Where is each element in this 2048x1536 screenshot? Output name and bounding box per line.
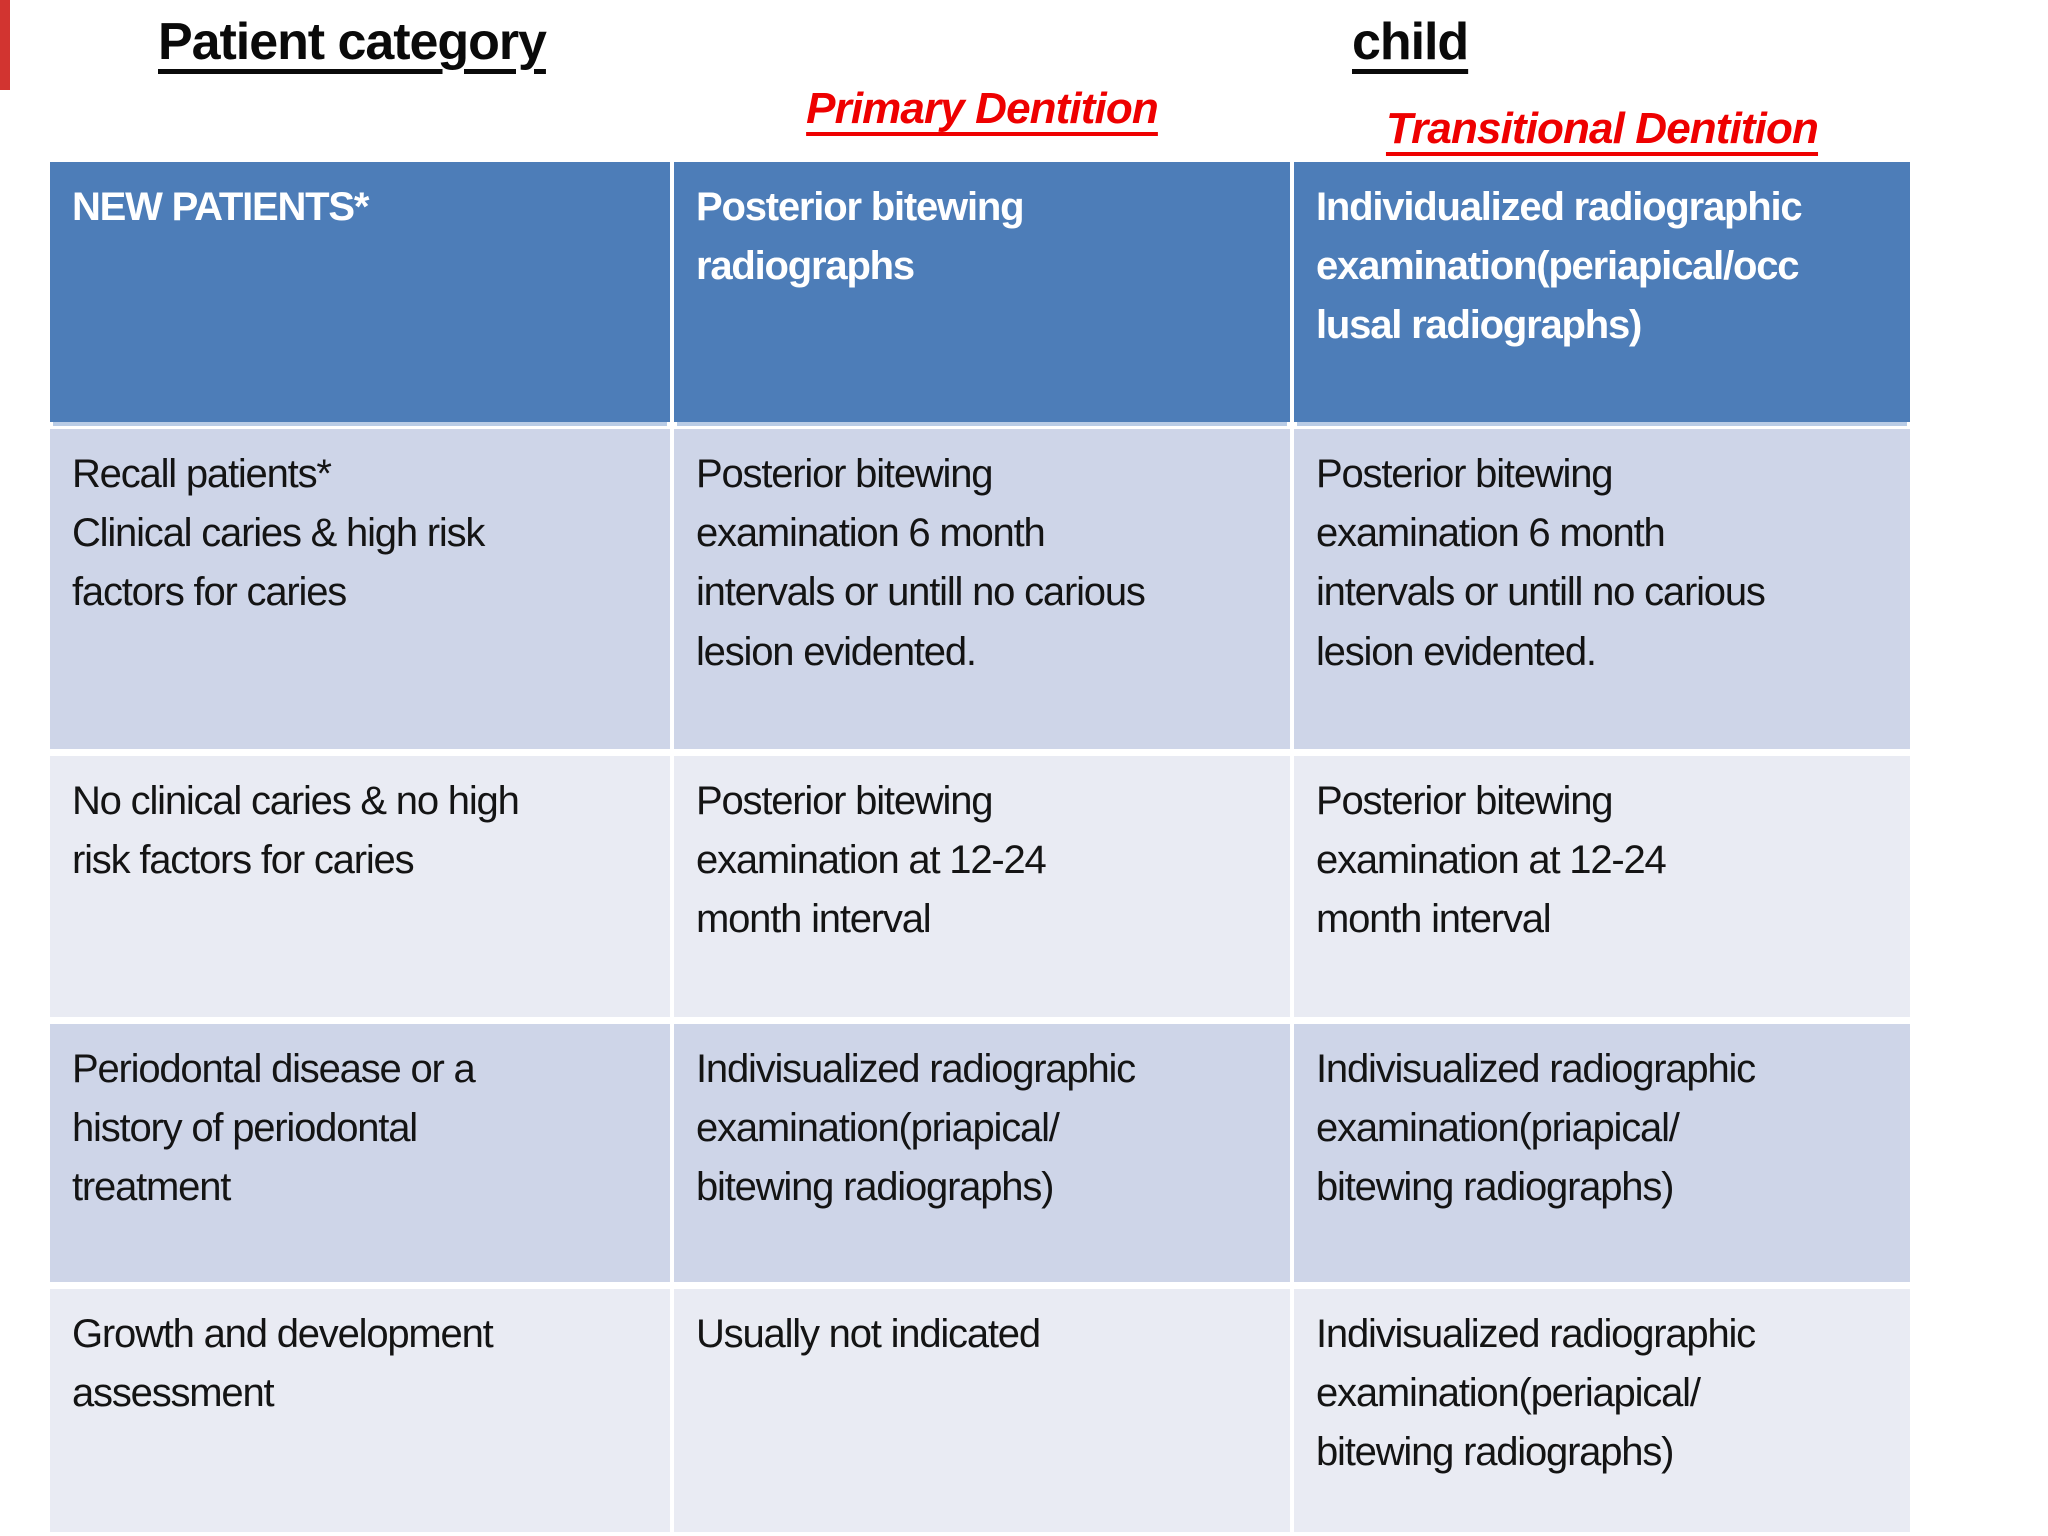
cell-growth-category: Growth and development assessment xyxy=(50,1289,670,1532)
cell-recall-patients-category: Recall patients* Clinical caries & high … xyxy=(50,429,670,749)
header-cell-transitional-dentition: Individualized radiographic examination(… xyxy=(1294,162,1910,422)
subheading-transitional-dentition: Transitional Dentition xyxy=(1385,104,1819,153)
cell-periodontal-primary: Indivisualized radiographic examination(… xyxy=(674,1024,1290,1282)
corner-red-mark xyxy=(0,0,10,90)
cell-no-caries-primary: Posterior bitewing examination at 12-24 … xyxy=(674,756,1290,1017)
cell-growth-transitional: Indivisualized radiographic examination(… xyxy=(1294,1289,1910,1532)
subheading-primary-dentition: Primary Dentition xyxy=(806,84,1159,133)
cell-recall-patients-primary: Posterior bitewing examination 6 month i… xyxy=(674,429,1290,749)
heading-child: child xyxy=(1352,13,1469,71)
cell-periodontal-transitional: Indivisualized radiographic examination(… xyxy=(1294,1024,1910,1282)
heading-patient-category: Patient category xyxy=(158,13,547,71)
radiograph-guideline-table: NEW PATIENTS* Posterior bitewing radiogr… xyxy=(50,162,1910,1532)
header-cell-primary-dentition: Posterior bitewing radiographs xyxy=(674,162,1290,422)
cell-growth-primary: Usually not indicated xyxy=(674,1289,1290,1532)
cell-no-caries-category: No clinical caries & no high risk factor… xyxy=(50,756,670,1017)
cell-periodontal-category: Periodontal disease or a history of peri… xyxy=(50,1024,670,1282)
header-cell-new-patients: NEW PATIENTS* xyxy=(50,162,670,422)
cell-no-caries-transitional: Posterior bitewing examination at 12-24 … xyxy=(1294,756,1910,1017)
cell-recall-patients-transitional: Posterior bitewing examination 6 month i… xyxy=(1294,429,1910,749)
